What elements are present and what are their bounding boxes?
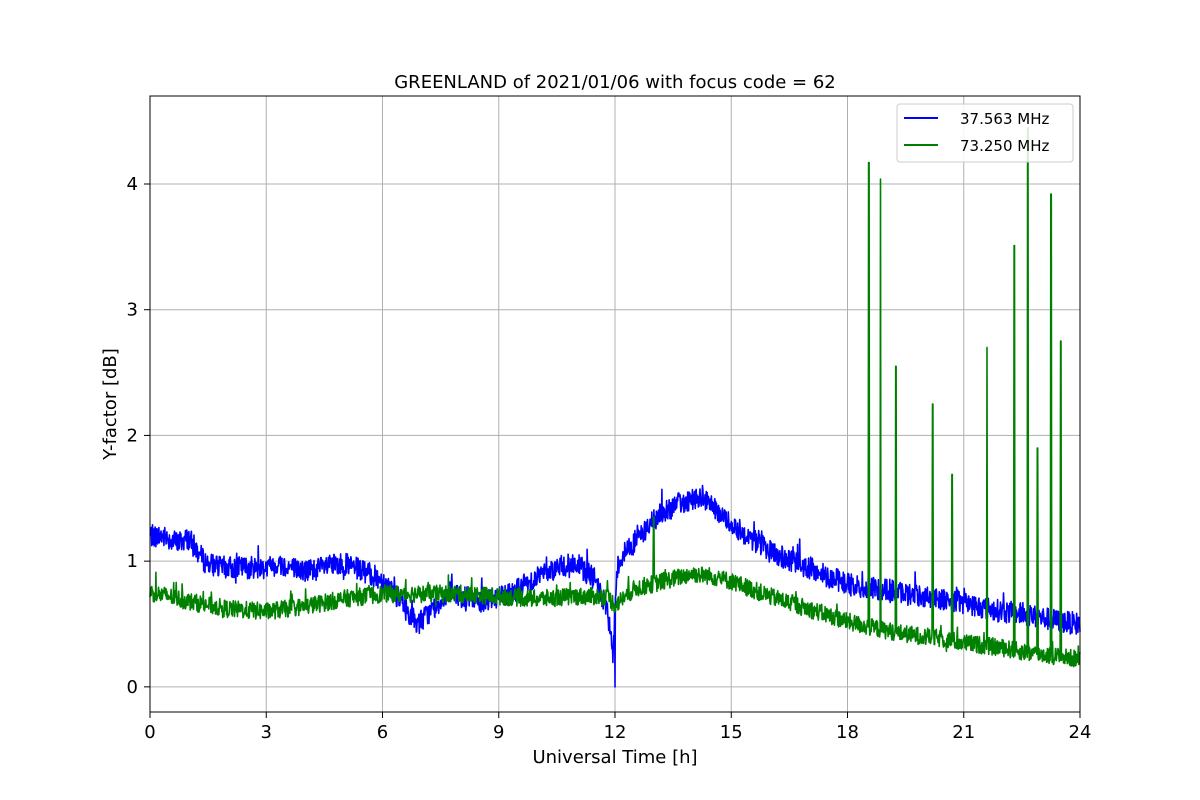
- x-tick-label: 21: [952, 722, 975, 743]
- x-tick-label: 24: [1069, 722, 1092, 743]
- x-tick-label: 12: [604, 722, 627, 743]
- y-tick-label: 3: [127, 300, 138, 321]
- x-tick-label: 9: [493, 722, 504, 743]
- legend-label-green: 73.250 MHz: [960, 137, 1049, 155]
- x-tick-label: 3: [261, 722, 272, 743]
- chart-title: GREENLAND of 2021/01/06 with focus code …: [394, 72, 836, 93]
- y-axis-title: Y-factor [dB]: [100, 348, 121, 461]
- x-tick-label: 18: [836, 722, 859, 743]
- y-tick-label: 1: [127, 551, 138, 572]
- x-axis-title: Universal Time [h]: [532, 747, 697, 768]
- legend: 37.563 MHz 73.250 MHz: [896, 103, 1074, 163]
- y-tick-label: 0: [127, 677, 138, 698]
- legend-label-blue: 37.563 MHz: [960, 110, 1049, 128]
- y-tick-label: 2: [127, 425, 138, 446]
- x-tick-label: 6: [377, 722, 388, 743]
- plot-series: [149, 126, 1081, 688]
- x-tick-label: 15: [720, 722, 743, 743]
- series-line-blue: [149, 484, 1081, 688]
- series-line-green: [149, 126, 1081, 668]
- y-axis-ticks: 0 1 2 3 4: [127, 174, 150, 698]
- legend-box: [896, 103, 1074, 163]
- x-axis-ticks: 0 3 6 9 12 15 18 21 24: [144, 712, 1091, 743]
- x-tick-label: 0: [144, 722, 155, 743]
- y-tick-label: 4: [127, 174, 138, 195]
